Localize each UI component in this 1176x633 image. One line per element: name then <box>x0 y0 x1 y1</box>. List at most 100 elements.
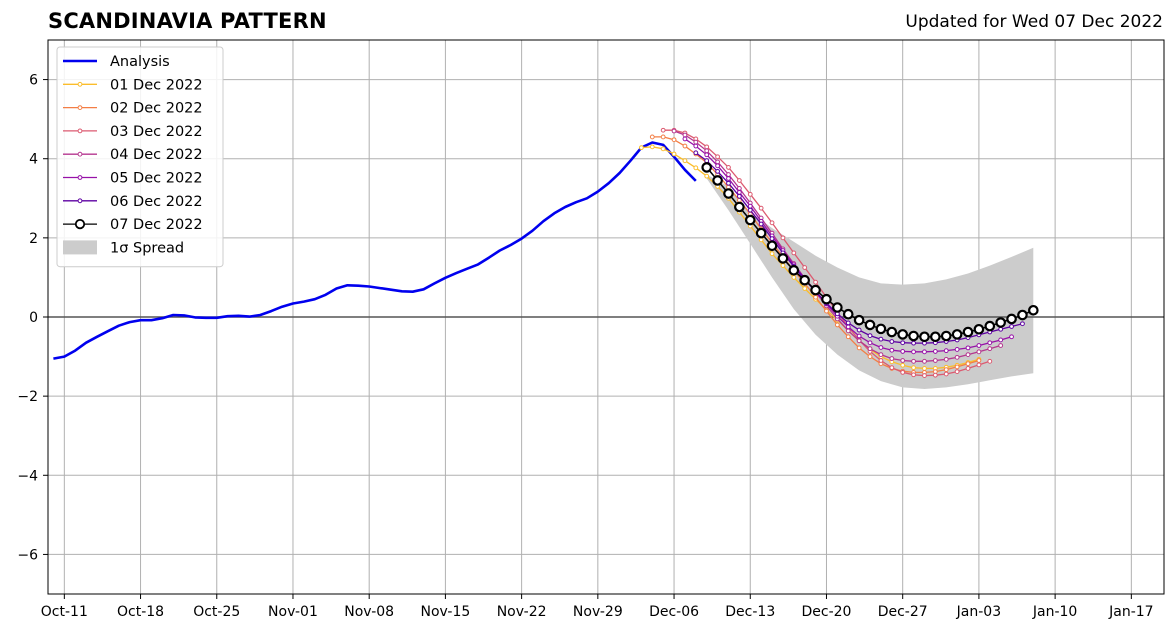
forecast-point-03-dec-2022-29 <box>976 362 982 368</box>
forecast-point-07-dec-2022-24 <box>962 326 974 338</box>
forecast-point-03-dec-2022-4 <box>704 144 710 150</box>
forecast-point-04-dec-2022-21 <box>900 358 906 363</box>
forecast-point-06-dec-2022-3 <box>726 180 731 186</box>
forecast-point-04-dec-2022-19 <box>878 352 884 357</box>
forecast-point-04-dec-2022-17 <box>856 338 862 344</box>
forecast-point-01-dec-2022-6 <box>704 173 710 179</box>
legend-label-07-dec-2022: 07 Dec 2022 <box>110 217 203 233</box>
forecast-point-03-dec-2022-5 <box>715 154 720 160</box>
chart-title: SCANDINAVIA PATTERN <box>48 9 327 33</box>
forecast-point-02-dec-2022-16 <box>824 308 829 314</box>
forecast-point-06-dec-2022-0 <box>693 150 699 156</box>
legend-label-04-dec-2022: 04 Dec 2022 <box>110 147 203 163</box>
forecast-point-06-dec-2022-18 <box>889 339 895 344</box>
forecast-point-04-dec-2022-29 <box>987 346 993 352</box>
forecast-point-02-dec-2022-18 <box>845 334 851 340</box>
forecast-point-06-dec-2022-4 <box>736 193 742 199</box>
forecast-point-06-dec-2022-1 <box>704 158 710 164</box>
forecast-point-07-dec-2022-8 <box>788 265 800 276</box>
forecast-point-03-dec-2022-8 <box>747 191 753 197</box>
forecast-point-07-dec-2022-16 <box>875 323 887 335</box>
forecast-point-05-dec-2022-26 <box>965 345 971 351</box>
legend-marker-01-dec-2022 <box>77 81 83 87</box>
forecast-point-03-dec-2022-20 <box>878 358 884 363</box>
forecast-point-01-dec-2022-4 <box>682 158 688 164</box>
forecast-point-05-dec-2022-27 <box>976 343 982 348</box>
forecast-point-07-dec-2022-19 <box>908 330 919 342</box>
forecast-point-03-dec-2022-11 <box>780 235 786 241</box>
forecast-point-06-dec-2022-30 <box>1020 321 1025 327</box>
forecast-point-06-dec-2022-20 <box>911 340 916 346</box>
x-tick-label-1: Oct-18 <box>117 604 164 620</box>
x-tick-label-8: Dec-06 <box>649 604 699 620</box>
forecast-point-07-dec-2022-27 <box>995 317 1006 328</box>
forecast-point-07-dec-2022-15 <box>864 319 876 331</box>
legend-marker-02-dec-2022 <box>77 105 83 110</box>
forecast-point-07-dec-2022-28 <box>1006 313 1017 325</box>
forecast-point-05-dec-2022-22 <box>922 349 927 355</box>
forecast-point-02-dec-2022-17 <box>834 322 840 328</box>
forecast-point-02-dec-2022-1 <box>660 134 666 140</box>
x-tick-label-7: Nov-29 <box>573 604 623 620</box>
forecast-point-03-dec-2022-28 <box>965 366 971 371</box>
x-tick-label-11: Dec-27 <box>878 604 928 620</box>
legend-label-06-dec-2022: 06 Dec 2022 <box>110 194 203 210</box>
forecast-point-07-dec-2022-10 <box>810 284 821 296</box>
forecast-point-02-dec-2022-3 <box>682 143 688 149</box>
legend-label-05-dec-2022: 05 Dec 2022 <box>110 171 203 187</box>
forecast-point-07-dec-2022-5 <box>755 227 767 239</box>
forecast-point-03-dec-2022-13 <box>802 265 808 270</box>
forecast-point-02-dec-2022-29 <box>965 361 971 367</box>
forecast-point-07-dec-2022-3 <box>734 201 745 213</box>
legend-label-1-spread: 1σ Spread <box>110 240 184 256</box>
forecast-point-03-dec-2022-12 <box>791 250 797 256</box>
x-tick-label-0: Oct-11 <box>41 604 88 620</box>
legend-label-analysis: Analysis <box>110 54 170 70</box>
forecast-point-05-dec-2022-3 <box>715 163 720 169</box>
forecast-point-06-dec-2022-28 <box>998 326 1004 332</box>
forecast-point-02-dec-2022-20 <box>867 354 873 359</box>
forecast-point-05-dec-2022-2 <box>704 152 710 158</box>
forecast-point-06-dec-2022-16 <box>867 333 873 338</box>
forecast-point-07-dec-2022-2 <box>723 188 734 199</box>
forecast-point-05-dec-2022-0 <box>682 136 688 142</box>
forecast-point-07-dec-2022-21 <box>930 331 941 343</box>
forecast-point-01-dec-2022-11 <box>758 237 764 243</box>
forecast-point-07-dec-2022-1 <box>712 175 723 186</box>
forecast-point-07-dec-2022-29 <box>1017 309 1028 321</box>
x-axis: Oct-11 Oct-18 Oct-25 Nov-01 Nov-08 Nov-15 Nov-… <box>41 594 1154 620</box>
forecast-point-07-dec-2022-11 <box>821 293 832 305</box>
forecast-point-03-dec-2022-9 <box>758 205 764 211</box>
forecast-point-05-dec-2022-20 <box>900 349 906 354</box>
legend-box <box>56 46 224 268</box>
x-tick-label-4: Nov-08 <box>344 604 394 620</box>
forecast-point-06-dec-2022-14 <box>845 320 851 326</box>
forecast-point-04-dec-2022-26 <box>954 354 960 360</box>
forecast-point-02-dec-2022-27 <box>943 367 949 373</box>
forecast-point-04-dec-2022-5 <box>726 172 731 177</box>
forecast-point-07-dec-2022-14 <box>853 314 865 326</box>
forecast-point-04-dec-2022-22 <box>911 358 916 364</box>
forecast-point-03-dec-2022-30 <box>987 358 993 364</box>
forecast-point-03-dec-2022-21 <box>889 365 895 371</box>
forecast-point-03-dec-2022-10 <box>769 220 775 226</box>
legend-marker-04-dec-2022 <box>77 151 83 157</box>
x-tick-label-2: Oct-25 <box>193 604 240 620</box>
forecast-point-03-dec-2022-23 <box>911 372 916 378</box>
forecast-point-07-dec-2022-4 <box>744 214 756 226</box>
forecast-point-07-dec-2022-17 <box>886 326 898 338</box>
forecast-point-06-dec-2022-17 <box>878 336 884 342</box>
forecast-point-03-dec-2022-0 <box>660 127 666 133</box>
forecast-point-07-dec-2022-20 <box>919 331 930 343</box>
x-tick-label-3: Nov-01 <box>268 604 318 620</box>
forecast-point-01-dec-2022-24 <box>900 362 906 368</box>
forecast-point-07-dec-2022-18 <box>897 329 908 340</box>
forecast-point-04-dec-2022-4 <box>715 159 720 165</box>
forecast-point-07-dec-2022-22 <box>940 330 952 342</box>
legend-marker-06-dec-2022 <box>77 198 83 204</box>
forecast-point-05-dec-2022-30 <box>1009 334 1014 340</box>
forecast-point-05-dec-2022-4 <box>726 176 731 181</box>
y-tick-label-5: 4 <box>29 152 38 168</box>
forecast-point-04-dec-2022-0 <box>671 128 677 134</box>
forecast-point-07-dec-2022-7 <box>777 253 789 264</box>
